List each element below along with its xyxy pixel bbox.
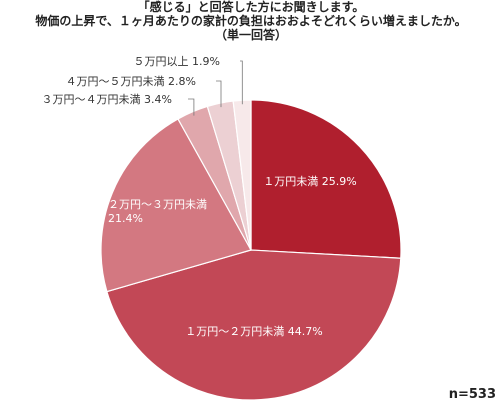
pie-slice (106, 249, 402, 401)
pie-slice (100, 118, 252, 293)
slice-label: ４万円～５万円未満 2.8% (66, 75, 196, 88)
leader-line (240, 60, 243, 105)
slice-label: ５万円以上 1.9% (134, 55, 220, 68)
slice-label-line: ２万円～３万円未満 (108, 198, 207, 211)
slice-label: １万円～２万円未満 44.7% (185, 325, 322, 338)
slice-label: ３万円～４万円未満 3.4% (42, 93, 172, 106)
pie-slice (250, 99, 402, 259)
chart-title: 「感じる」と回答した方にお聞きします。 物価の上昇で、１ヶ月あたりの家計の負担は… (0, 0, 502, 42)
title-line-3: （単一回答） (214, 28, 287, 42)
leader-line (216, 80, 222, 108)
slice-label: １万円未満 25.9% (263, 175, 356, 188)
title-line-1: 「感じる」と回答した方にお聞きします。 (137, 0, 365, 14)
leader-line (188, 98, 195, 116)
sample-size-note: n=533 (448, 387, 496, 402)
slice-label: ２万円～３万円未満 21.4% (108, 198, 207, 225)
title-line-2: 物価の上昇で、１ヶ月あたりの家計の負担はおおよそどれくらい増えましたか。 (35, 14, 467, 28)
slice-label-line: 21.4% (108, 212, 143, 225)
